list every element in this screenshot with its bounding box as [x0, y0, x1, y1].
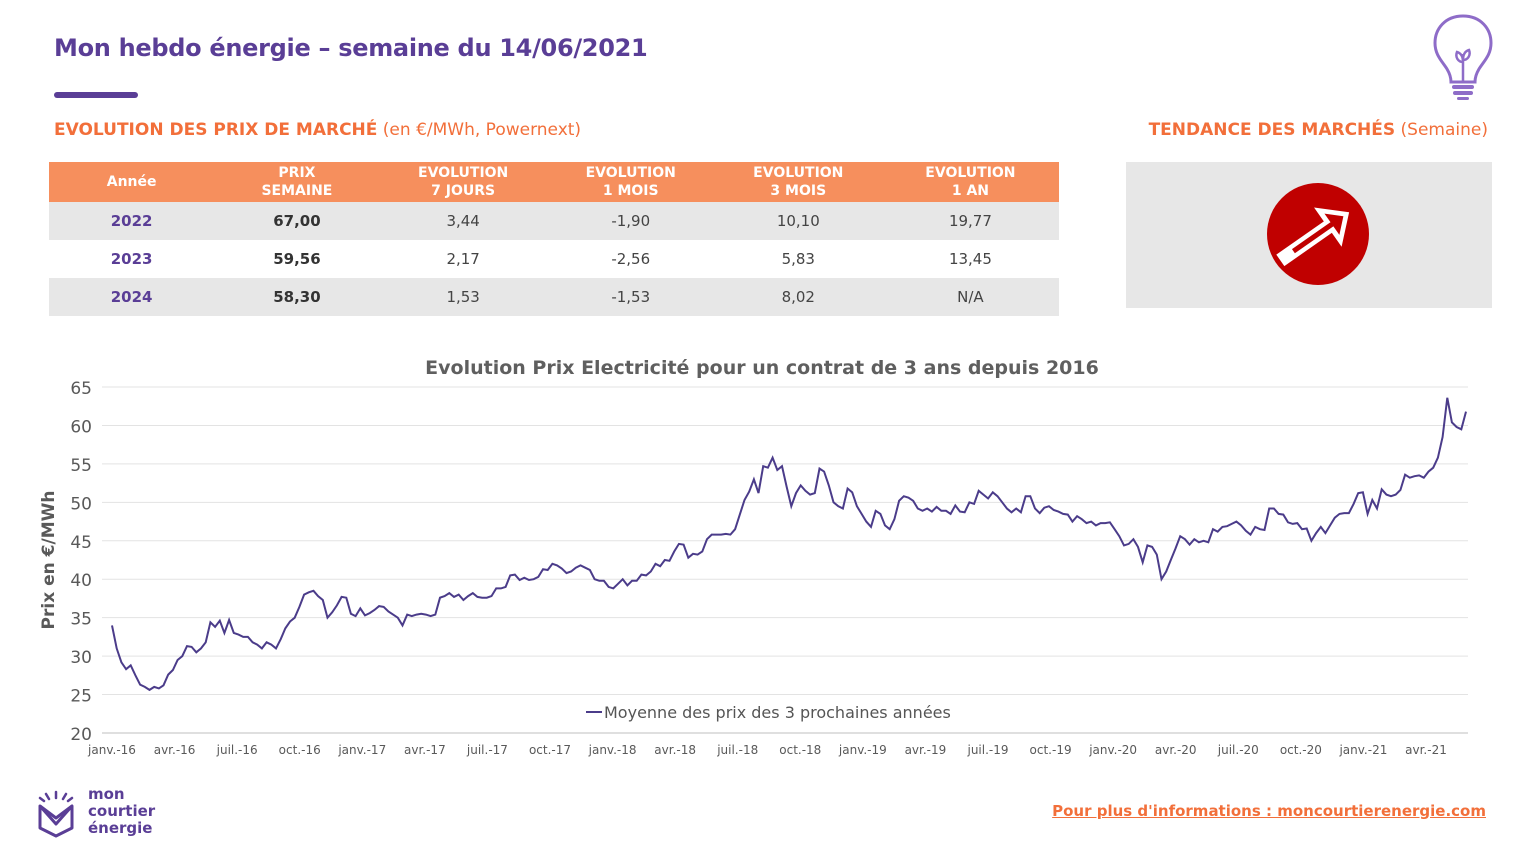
logo-line: mon [88, 785, 125, 803]
col-header-evolution-1y: EVOLUTION 1 AN [881, 162, 1059, 202]
x-tick-label: janv.-21 [1338, 743, 1387, 757]
x-tick-label: juil.-19 [966, 743, 1008, 757]
chart-gridlines [102, 386, 1468, 734]
x-tick-label: juil.-16 [216, 743, 258, 757]
cell-year: 2023 [49, 240, 215, 278]
table-row: 2024 58,30 1,53 -1,53 8,02 N/A [49, 278, 1059, 316]
y-tick-label: 50 [70, 494, 92, 514]
x-tick-label: avr.-17 [404, 743, 446, 757]
x-tick-label: oct.-20 [1280, 743, 1322, 757]
col-header-evolution-1m: EVOLUTION 1 MOIS [546, 162, 715, 202]
x-axis-ticks: janv.-16 avr.-16 juil.-16 oct.-16 janv.-17 av… [87, 743, 1447, 757]
cell-evolution-1m: -1,90 [546, 202, 715, 240]
cell-evolution-3m: 8,02 [714, 278, 882, 316]
col-header-evolution-3m: EVOLUTION 3 MOIS [714, 162, 882, 202]
cell-evolution-7d: 3,44 [379, 202, 547, 240]
x-tick-label: avr.-18 [654, 743, 696, 757]
x-tick-label: janv.-20 [1088, 743, 1137, 757]
cell-evolution-3m: 10,10 [714, 202, 882, 240]
y-tick-label: 25 [70, 687, 92, 707]
cell-price: 59,56 [214, 240, 380, 278]
cell-evolution-1m: -2,56 [546, 240, 715, 278]
cell-evolution-1y: 19,77 [881, 202, 1059, 240]
y-tick-label: 45 [70, 533, 92, 553]
legend-label: Moyenne des prix des 3 prochaines années [604, 703, 951, 722]
x-tick-label: janv.-18 [588, 743, 637, 757]
market-prices-heading: EVOLUTION DES PRIX DE MARCHÉ (en €/MWh, … [54, 120, 581, 140]
trend-up-arrow-icon [1267, 183, 1369, 285]
x-tick-label: avr.-21 [1405, 743, 1447, 757]
prices-table: Année PRIX SEMAINE EVOLUTION 7 JOURS EVOLU… [49, 162, 1059, 316]
cell-evolution-3m: 5,83 [714, 240, 882, 278]
x-tick-label: avr.-20 [1155, 743, 1197, 757]
chart-legend: Moyenne des prix des 3 prochaines années [586, 703, 951, 722]
cell-evolution-7d: 1,53 [379, 278, 547, 316]
col-header-year: Année [49, 162, 215, 202]
logo-icon [38, 790, 74, 838]
table-row: 2023 59,56 2,17 -2,56 5,83 13,45 [49, 240, 1059, 278]
market-trend-heading: TENDANCE DES MARCHÉS (Semaine) [1149, 120, 1488, 140]
cell-evolution-1y: N/A [881, 278, 1059, 316]
x-tick-label: janv.-19 [838, 743, 887, 757]
title-underline [54, 92, 138, 98]
logo-line: énergie [88, 819, 153, 837]
x-tick-label: oct.-16 [279, 743, 321, 757]
market-trend-title: TENDANCE DES MARCHÉS [1148, 120, 1396, 140]
page-title: Mon hebdo énergie – semaine du 14/06/202… [54, 34, 648, 62]
y-tick-label: 65 [70, 379, 92, 399]
logo-line: courtier [88, 802, 156, 820]
trend-panel [1126, 162, 1492, 308]
x-tick-label: janv.-16 [87, 743, 136, 757]
chart-title: Evolution Prix Electricité pour un contr… [425, 357, 1099, 379]
y-tick-label: 35 [70, 610, 92, 630]
price-chart: Evolution Prix Electricité pour un contr… [39, 357, 1468, 757]
logo-text: mon courtier énergie [88, 786, 155, 837]
x-tick-label: oct.-19 [1030, 743, 1072, 757]
x-tick-label: oct.-18 [779, 743, 821, 757]
market-trend-subtitle: (Semaine) [1400, 120, 1488, 140]
x-tick-label: oct.-17 [529, 743, 571, 757]
x-tick-label: avr.-19 [905, 743, 947, 757]
x-tick-label: avr.-16 [154, 743, 196, 757]
cell-price: 67,00 [214, 202, 380, 240]
table-header-row: Année PRIX SEMAINE EVOLUTION 7 JOURS EVOLU… [49, 162, 1059, 202]
cell-year: 2024 [49, 278, 215, 316]
y-tick-label: 40 [70, 571, 92, 591]
x-tick-label: juil.-17 [466, 743, 508, 757]
y-tick-label: 30 [70, 648, 92, 668]
market-prices-title: EVOLUTION DES PRIX DE MARCHÉ [54, 120, 378, 140]
col-header-evolution-7d: EVOLUTION 7 JOURS [379, 162, 547, 202]
x-tick-label: juil.-20 [1217, 743, 1259, 757]
series-line-average-3y [111, 397, 1467, 692]
x-tick-label: juil.-18 [716, 743, 758, 757]
y-axis-label: Prix en €/MWh [39, 491, 59, 630]
cell-evolution-1m: -1,53 [546, 278, 715, 316]
table-row: 2022 67,00 3,44 -1,90 10,10 19,77 [49, 202, 1059, 240]
more-info-link[interactable]: Pour plus d'informations : moncourtieren… [1052, 802, 1486, 820]
x-tick-label: janv.-17 [337, 743, 386, 757]
y-axis-ticks: 20 25 30 35 40 45 50 55 60 65 [70, 379, 92, 745]
y-tick-label: 60 [70, 417, 92, 437]
cell-evolution-7d: 2,17 [379, 240, 547, 278]
cell-price: 58,30 [214, 278, 380, 316]
y-tick-label: 55 [70, 456, 92, 476]
market-prices-subtitle: (en €/MWh, Powernext) [382, 120, 582, 140]
cell-year: 2022 [49, 202, 215, 240]
y-tick-label: 20 [70, 725, 92, 745]
col-header-weekly-price: PRIX SEMAINE [214, 162, 380, 202]
cell-evolution-1y: 13,45 [881, 240, 1059, 278]
lightbulb-icon [1433, 14, 1493, 100]
